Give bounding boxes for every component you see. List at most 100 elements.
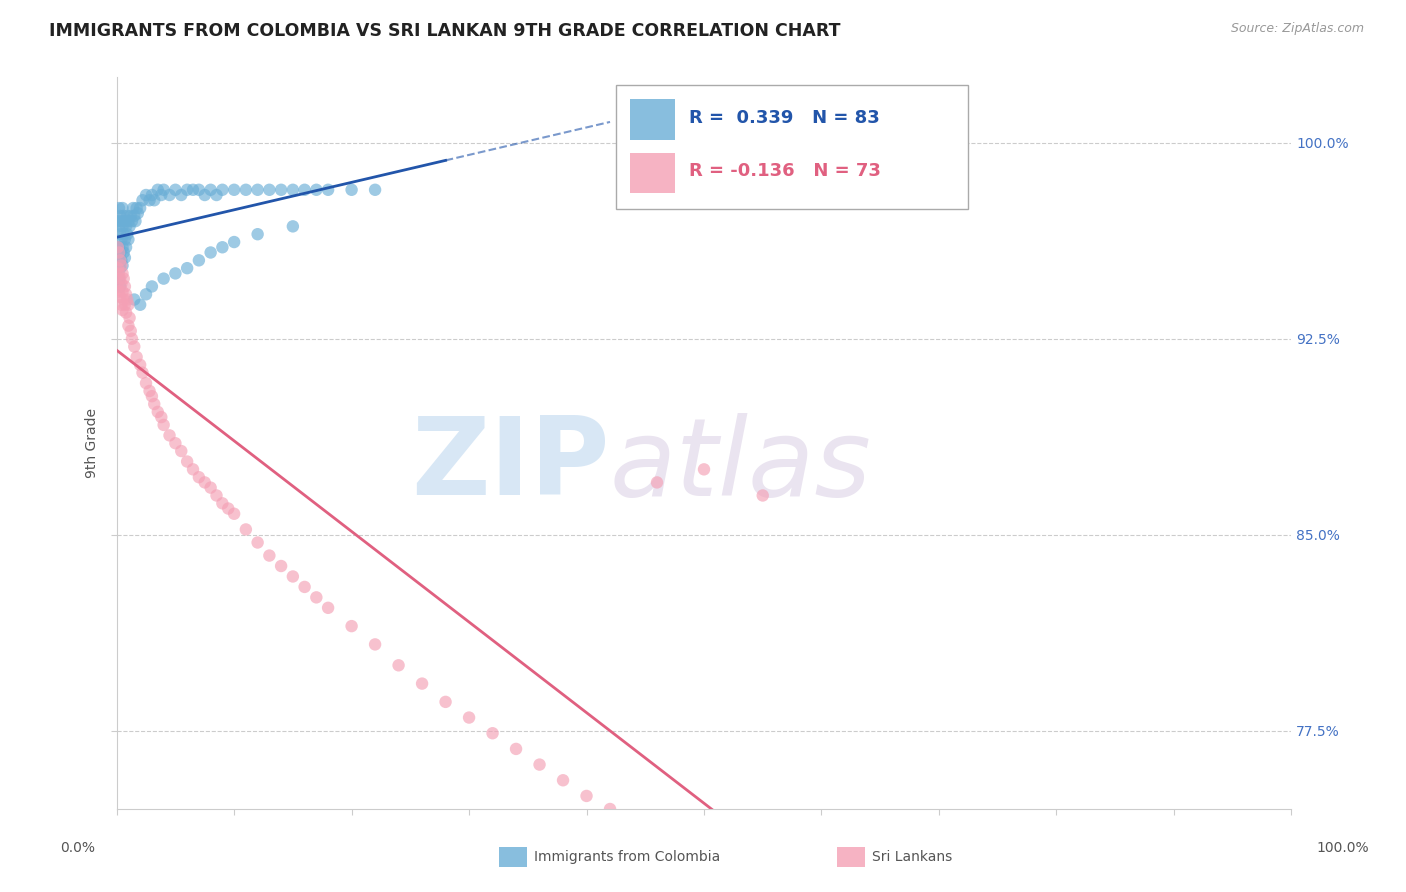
Text: Source: ZipAtlas.com: Source: ZipAtlas.com bbox=[1230, 22, 1364, 36]
Point bbox=[108, 240, 131, 254]
Point bbox=[108, 279, 131, 293]
Y-axis label: 9th Grade: 9th Grade bbox=[86, 409, 100, 478]
Point bbox=[305, 591, 328, 605]
Point bbox=[112, 293, 135, 307]
Point bbox=[112, 271, 135, 285]
Point bbox=[340, 619, 363, 633]
Point bbox=[217, 501, 239, 516]
Point bbox=[194, 475, 217, 490]
Point bbox=[141, 389, 163, 403]
Point bbox=[159, 188, 181, 202]
Point bbox=[112, 209, 135, 223]
Point bbox=[111, 240, 134, 254]
Text: IMMIGRANTS FROM COLOMBIA VS SRI LANKAN 9TH GRADE CORRELATION CHART: IMMIGRANTS FROM COLOMBIA VS SRI LANKAN 9… bbox=[49, 22, 841, 40]
Point bbox=[152, 271, 174, 285]
Point bbox=[121, 332, 143, 346]
Point bbox=[114, 298, 136, 312]
Point bbox=[575, 789, 598, 803]
Point bbox=[110, 259, 132, 273]
Point bbox=[111, 201, 134, 215]
Point bbox=[224, 507, 246, 521]
Point bbox=[340, 183, 363, 197]
Point bbox=[143, 193, 166, 207]
Point bbox=[751, 488, 773, 502]
Point bbox=[115, 240, 138, 254]
Point bbox=[246, 227, 269, 242]
Point bbox=[114, 232, 136, 246]
Point bbox=[434, 695, 457, 709]
Point bbox=[141, 188, 163, 202]
Point bbox=[115, 287, 138, 301]
Point bbox=[200, 481, 222, 495]
Point bbox=[294, 580, 316, 594]
Text: ZIP: ZIP bbox=[412, 412, 610, 518]
Point bbox=[121, 214, 143, 228]
Point bbox=[294, 183, 316, 197]
Point bbox=[305, 183, 328, 197]
Point bbox=[135, 287, 157, 301]
Point bbox=[107, 240, 129, 254]
Point bbox=[124, 214, 146, 228]
Point bbox=[107, 240, 129, 254]
Point bbox=[159, 428, 181, 442]
Point bbox=[110, 277, 132, 291]
Point bbox=[117, 214, 139, 228]
Point bbox=[135, 376, 157, 391]
Text: 0.0%: 0.0% bbox=[60, 841, 94, 855]
Point bbox=[108, 245, 131, 260]
Point bbox=[115, 227, 138, 242]
Point bbox=[165, 183, 187, 197]
Point bbox=[118, 219, 141, 234]
Point bbox=[110, 232, 132, 246]
Point bbox=[211, 496, 233, 510]
Point bbox=[118, 310, 141, 325]
Point bbox=[165, 266, 187, 280]
Point bbox=[150, 410, 173, 425]
Text: Sri Lankans: Sri Lankans bbox=[872, 850, 952, 864]
Point bbox=[150, 188, 173, 202]
Point bbox=[112, 227, 135, 242]
Point bbox=[108, 209, 131, 223]
Point bbox=[316, 600, 339, 615]
Point bbox=[176, 183, 198, 197]
Point bbox=[143, 397, 166, 411]
Point bbox=[458, 710, 481, 724]
Point bbox=[125, 350, 148, 364]
Point bbox=[529, 757, 551, 772]
Point bbox=[114, 251, 136, 265]
Point bbox=[205, 188, 228, 202]
Point bbox=[124, 293, 146, 307]
Point bbox=[108, 253, 131, 268]
Point bbox=[131, 193, 153, 207]
Text: Immigrants from Colombia: Immigrants from Colombia bbox=[534, 850, 720, 864]
FancyBboxPatch shape bbox=[616, 85, 969, 209]
Point bbox=[364, 183, 387, 197]
Point bbox=[108, 219, 131, 234]
Point bbox=[481, 726, 503, 740]
Point bbox=[387, 658, 409, 673]
Point bbox=[117, 318, 139, 333]
Point bbox=[114, 214, 136, 228]
Point bbox=[194, 188, 217, 202]
Point bbox=[124, 209, 146, 223]
Point bbox=[115, 293, 138, 307]
Point bbox=[146, 405, 169, 419]
Point bbox=[259, 183, 281, 197]
Point bbox=[281, 219, 304, 234]
Point bbox=[111, 266, 134, 280]
Point bbox=[110, 253, 132, 268]
Point bbox=[108, 271, 131, 285]
Point bbox=[693, 462, 716, 476]
Point bbox=[135, 188, 157, 202]
Point bbox=[224, 183, 246, 197]
Point bbox=[211, 183, 233, 197]
Point bbox=[138, 193, 160, 207]
Point bbox=[505, 742, 527, 756]
Point bbox=[111, 303, 134, 318]
Point bbox=[259, 549, 281, 563]
Point bbox=[176, 454, 198, 468]
Point bbox=[270, 183, 292, 197]
Point bbox=[200, 183, 222, 197]
Point bbox=[551, 773, 574, 788]
Point bbox=[107, 214, 129, 228]
